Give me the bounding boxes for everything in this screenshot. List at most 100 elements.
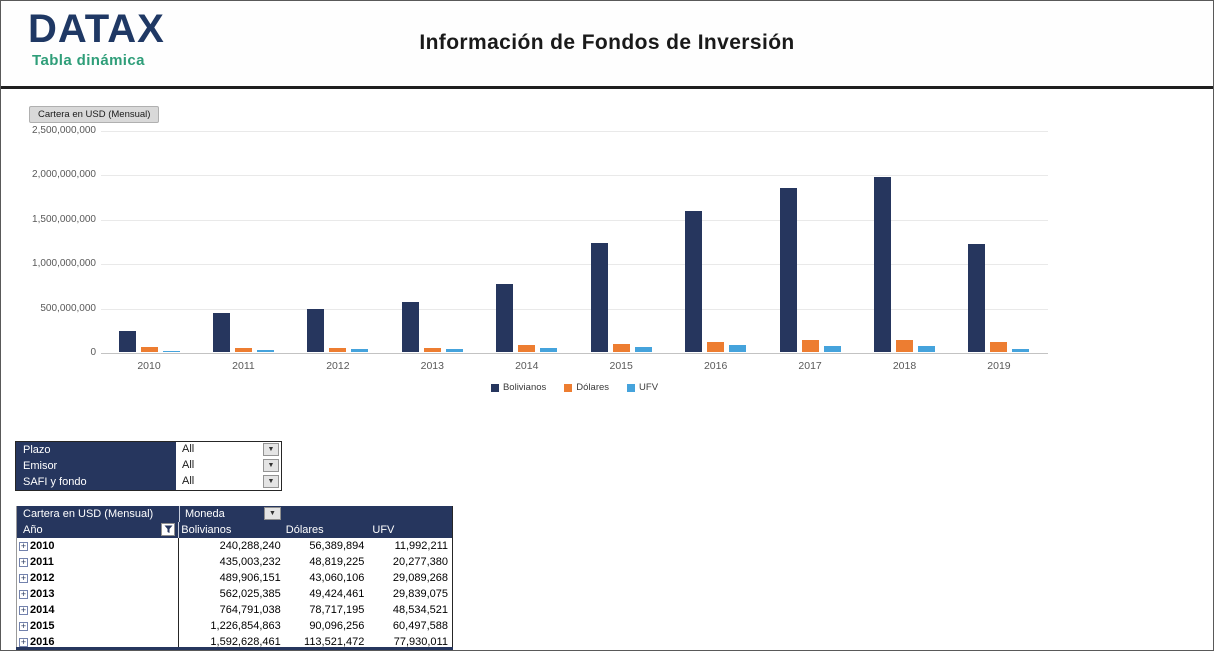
filter-row-safi-y-fondo: SAFI y fondo All ▼ [16, 474, 281, 490]
legend-item-bolivianos: Bolivianos [490, 382, 547, 393]
bar-2017-dólares [801, 339, 819, 352]
bar-2014-dólares [518, 345, 536, 352]
chart-field-button[interactable]: Cartera en USD (Mensual) [29, 106, 160, 123]
y-axis-tick-label: 0 [90, 347, 96, 358]
bar-2017-ufv [823, 345, 841, 352]
expand-row-button[interactable]: + [19, 573, 28, 583]
chart-y-axis: 0 500,000,000 1,000,000,000 1,500,000,000 2,… [1, 125, 96, 358]
header: DATAX Tabla dinámica Información de Fond… [1, 1, 1213, 89]
y-axis-tick-label: 500,000,000 [40, 302, 96, 314]
legend-label: Bolivianos [502, 382, 547, 393]
cell-ufv: 77,930,011 [393, 636, 448, 648]
cell-ufv: 11,992,211 [394, 540, 448, 552]
filter-value-dropdown[interactable]: All ▼ [176, 442, 281, 458]
cell-bolivianos: 1,592,628,461 [210, 636, 281, 648]
dashboard-body: Cartera en USD (Mensual) 0 500,000,000 1,0… [1, 92, 1213, 650]
expand-row-button[interactable]: + [19, 637, 28, 647]
y-axis-tick-label: 2,500,000,000 [32, 125, 96, 136]
bar-2012-ufv [351, 349, 369, 352]
bar-2012-dólares [329, 348, 347, 352]
legend-swatch-icon [564, 383, 573, 392]
filter-panel: Plazo All ▼ Emisor All ▼ SAFI y fondo All ▼ [15, 441, 282, 491]
bar-2019-ufv [1012, 349, 1030, 352]
column-header-dolares: Dólares [285, 524, 324, 536]
bar-2018-ufv [918, 346, 936, 352]
expand-row-button[interactable]: + [19, 589, 28, 599]
bar-2015-ufv [634, 346, 652, 352]
table-row-2014: +2014 764,791,038 78,717,195 48,534,521 [17, 602, 452, 618]
bar-2019-dólares [990, 341, 1008, 352]
x-axis-label-2012: 2012 [326, 360, 350, 372]
chevron-down-icon[interactable]: ▼ [263, 475, 279, 488]
x-axis-label-2014: 2014 [515, 360, 539, 372]
table-row-2011: +2011 435,003,232 48,819,225 20,277,380 [17, 554, 452, 570]
pivot-row-field: Año [17, 522, 180, 538]
row-label: +2010 [17, 538, 180, 554]
cell-dólares: 56,389,894 [309, 540, 365, 552]
bar-2011-dólares [234, 347, 252, 352]
gridline [101, 308, 1048, 310]
pivot-table-body: +2010 240,288,240 56,389,894 11,992,211 +201… [17, 538, 452, 650]
row-label: +2012 [17, 570, 180, 586]
expand-row-button[interactable]: + [19, 557, 28, 567]
chevron-down-icon: ▼ [269, 509, 276, 517]
bar-2013-ufv [445, 349, 463, 352]
row-label: +2016 [17, 634, 180, 650]
chart-plot [101, 131, 1048, 354]
expand-row-button[interactable]: + [19, 621, 28, 631]
x-axis-label-2019: 2019 [987, 360, 1011, 372]
chart-x-axis: 2010 2011 2012 2013 2014 2015 2016 2017 2018 2019 [101, 360, 1048, 374]
filter-value-dropdown[interactable]: All ▼ [176, 474, 281, 490]
bar-2017-bolivianos [779, 187, 797, 352]
gridline [101, 175, 1048, 177]
pivot-header-row-1: Cartera en USD (Mensual) Moneda ▼ [17, 506, 452, 522]
bar-2010-ufv [162, 350, 180, 352]
row-label: +2015 [17, 618, 180, 634]
logo-subtitle: Tabla dinámica [32, 52, 145, 69]
filter-row-plazo: Plazo All ▼ [16, 442, 281, 458]
bar-2015-bolivianos [590, 243, 608, 352]
cell-bolivianos: 435,003,232 [219, 556, 281, 568]
expand-row-button[interactable]: + [19, 605, 28, 615]
legend-label: Dólares [576, 382, 610, 393]
x-axis-label-2013: 2013 [420, 360, 444, 372]
row-field-label: Año [23, 524, 43, 536]
year-filter-button[interactable] [161, 522, 176, 537]
cell-dólares: 113,521,472 [304, 636, 365, 648]
table-row-2013: +2013 562,025,385 49,424,461 29,839,075 [17, 586, 452, 602]
expand-row-button[interactable]: + [19, 541, 28, 551]
cell-ufv: 29,089,268 [392, 572, 448, 584]
gridline [101, 353, 1048, 354]
cell-ufv: 20,277,380 [392, 556, 448, 568]
moneda-dropdown-button[interactable]: ▼ [264, 507, 281, 520]
x-axis-label-2016: 2016 [703, 360, 728, 372]
year-label: 2012 [30, 572, 55, 584]
cell-dólares: 90,096,256 [309, 620, 365, 632]
x-axis-label-2011: 2011 [232, 360, 255, 372]
cell-dólares: 48,819,225 [309, 556, 365, 568]
x-axis-label-2017: 2017 [798, 360, 822, 372]
filter-label: Plazo [16, 442, 176, 458]
bar-2016-bolivianos [685, 210, 703, 352]
chevron-down-icon[interactable]: ▼ [263, 443, 279, 456]
filter-row-emisor: Emisor All ▼ [16, 458, 281, 474]
year-label: 2015 [30, 620, 55, 632]
cell-bolivianos: 1,226,854,863 [210, 620, 281, 632]
filter-funnel-icon [164, 522, 173, 537]
gridline [101, 131, 1048, 132]
legend-swatch-icon [627, 383, 636, 392]
column-field-label: Moneda [185, 508, 225, 520]
year-label: 2014 [30, 604, 55, 616]
filter-value-dropdown[interactable]: All ▼ [176, 458, 281, 474]
chevron-down-icon[interactable]: ▼ [263, 459, 279, 472]
gridline [101, 264, 1048, 266]
table-row-2012: +2012 489,906,151 43,060,106 29,089,268 [17, 570, 452, 586]
chart-legend: Bolivianos Dólares UFV [101, 382, 1048, 393]
x-axis-label-2018: 2018 [892, 360, 917, 372]
bar-2011-ufv [256, 350, 274, 352]
year-label: 2016 [30, 636, 55, 648]
row-label: +2011 [17, 554, 180, 570]
pivot-column-field: Moneda ▼ [180, 506, 452, 522]
pivot-table: Cartera en USD (Mensual) Moneda ▼ Año Bo… [16, 506, 453, 650]
year-label: 2013 [30, 588, 55, 600]
